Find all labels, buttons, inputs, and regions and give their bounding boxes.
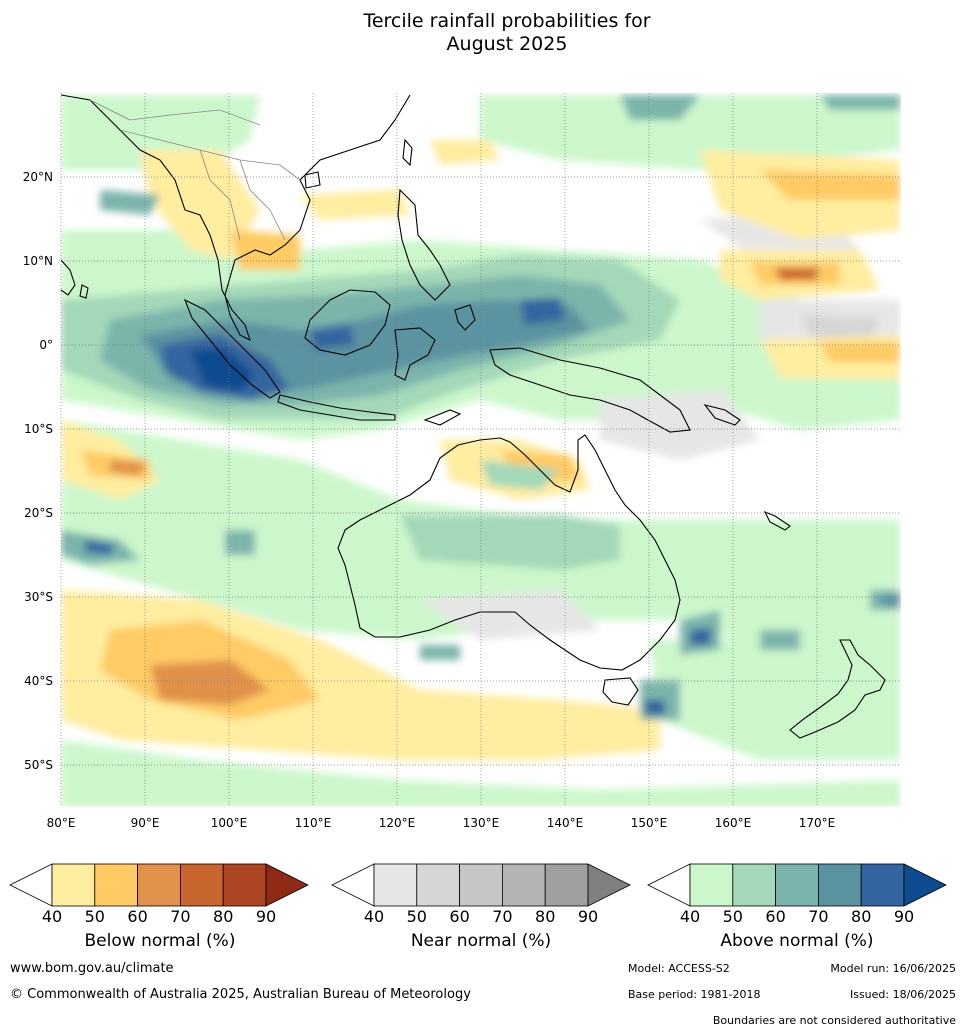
java-coast: [277, 394, 396, 421]
legend-near-swatch: [459, 863, 503, 907]
new-caledonia-coast: [763, 510, 791, 531]
legend-near-tick: 50: [407, 907, 427, 926]
legend-near: 40 50 60 70 80 90: [331, 863, 631, 926]
legend-near-swatch: [373, 863, 418, 907]
website-link[interactable]: www.bom.gov.au/climate: [10, 961, 174, 976]
timor-coast: [423, 409, 462, 426]
issued-text: Issued: 18/06/2025: [849, 988, 956, 1001]
legend-near-low-extension: [331, 863, 375, 907]
legend-below-swatch: [94, 863, 139, 907]
sulawesi-coast: [394, 327, 436, 381]
longitude-label: 90°E: [131, 816, 160, 830]
longitude-label: 130°E: [463, 816, 500, 830]
legend-near-swatch: [416, 863, 460, 907]
legend-above-low-extension: [647, 863, 691, 907]
base-period-text: Base period: 1981-2018: [628, 988, 761, 1001]
solomon-coast: [703, 404, 741, 426]
india-coast: [61, 259, 76, 296]
legend-below-swatch: [51, 863, 96, 907]
legend-above-tick: 90: [894, 907, 914, 926]
halmahera-coast: [454, 304, 476, 331]
latitude-label: 50°S: [24, 758, 53, 772]
longitude-label: 170°E: [799, 816, 836, 830]
australia-coast: [337, 434, 681, 671]
legend-near-tick: 90: [578, 907, 598, 926]
legend-near-high-extension: [587, 863, 631, 907]
legend-above: 40 50 60 70 80 90: [647, 863, 947, 926]
latitude-label: 20°N: [23, 170, 53, 184]
legend-above-title: Above normal (%): [720, 931, 874, 951]
legend-above-tick: 40: [680, 907, 700, 926]
legend-above-swatch: [860, 863, 905, 907]
chart-title-line1: Tercile rainfall probabilities for: [363, 10, 651, 32]
copyright-text: © Commonwealth of Australia 2025, Austra…: [10, 987, 471, 1002]
latitude-label: 0°: [39, 338, 53, 352]
longitude-labels: 80°E 90°E 100°E 110°E 120°E 130°E 140°E 150°E 16…: [47, 816, 836, 830]
legend-near-swatch: [544, 863, 589, 907]
legend-above-tick: 50: [723, 907, 743, 926]
longitude-label: 120°E: [379, 816, 416, 830]
legend-below-tick: 40: [42, 907, 62, 926]
legend-below-low-extension: [9, 863, 53, 907]
legend-near-swatch: [501, 863, 546, 907]
legend-below-tick: 60: [127, 907, 147, 926]
legend-above-tick: 60: [765, 907, 785, 926]
model-text: Model: ACCESS-S2: [628, 962, 730, 975]
borneo-coast: [304, 289, 391, 356]
chart-title: Tercile rainfall probabilities for Augus…: [0, 10, 965, 56]
legend-below-tick: 70: [170, 907, 190, 926]
forecast-map: 20°N 10°N 0° 10°S 20°S 30°S 40°S 50°S 80°E 90°E 1…: [23, 93, 901, 830]
legend-above-tick: 80: [851, 907, 871, 926]
legend-below-tick: 80: [213, 907, 233, 926]
longitude-label: 110°E: [295, 816, 332, 830]
longitude-label: 100°E: [211, 816, 248, 830]
legend-above-swatch: [775, 863, 819, 907]
probability-field: [61, 95, 900, 807]
legend-near-tick: 60: [449, 907, 469, 926]
legend-above-high-extension: [903, 863, 947, 907]
latitude-label: 20°S: [24, 506, 53, 520]
legend-near-title: Near normal (%): [410, 931, 552, 951]
longitude-label: 140°E: [547, 816, 584, 830]
disclaimer-text: Boundaries are not considered authoritat…: [712, 1014, 956, 1027]
legend-below-title: Below normal (%): [84, 931, 236, 951]
latitude-label: 40°S: [24, 674, 53, 688]
asia-mainland-coast: [61, 94, 411, 342]
latitude-label: 10°S: [24, 422, 53, 436]
legend-above-swatch: [732, 863, 776, 907]
new-zealand-coast: [789, 639, 886, 739]
latitude-labels: 20°N 10°N 0° 10°S 20°S 30°S 40°S 50°S: [23, 170, 53, 772]
new-guinea-coast: [489, 347, 691, 433]
longitude-label: 160°E: [715, 816, 752, 830]
model-run-text: Model run: 16/06/2025: [830, 962, 956, 975]
taiwan-coast: [402, 138, 413, 167]
country-borders: [89, 99, 301, 241]
coastlines: [61, 94, 886, 739]
longitude-label: 150°E: [631, 816, 668, 830]
legend-below: 40 50 60 70 80 90: [9, 863, 309, 926]
chart-title-line2: August 2025: [446, 33, 568, 55]
philippines-coast: [397, 188, 451, 301]
legend-below-swatch: [222, 863, 267, 907]
legend-above-tick: 70: [808, 907, 828, 926]
legend-near-tick: 40: [364, 907, 384, 926]
tasmania-coast: [602, 677, 639, 706]
latitude-label: 30°S: [24, 590, 53, 604]
hainan-coast: [304, 171, 321, 189]
legend-below-high-extension: [265, 863, 309, 907]
legend-above-swatch: [689, 863, 734, 907]
legend-below-tick: 50: [85, 907, 105, 926]
legend-above-swatch: [818, 863, 862, 907]
legend-below-swatch: [179, 863, 224, 907]
longitude-label: 80°E: [47, 816, 76, 830]
legend-colorbars: 40 50 60 70 80 90 40 50 60 70 80 90 40 50 60 70 80 90: [9, 863, 947, 926]
legend-near-tick: 80: [535, 907, 555, 926]
latitude-label: 10°N: [23, 254, 53, 268]
legend-below-tick: 90: [256, 907, 276, 926]
sri-lanka-coast: [79, 284, 89, 299]
graticule: [60, 93, 901, 807]
sumatra-coast: [183, 298, 281, 399]
legend-near-tick: 70: [492, 907, 512, 926]
legend-below-swatch: [137, 863, 181, 907]
